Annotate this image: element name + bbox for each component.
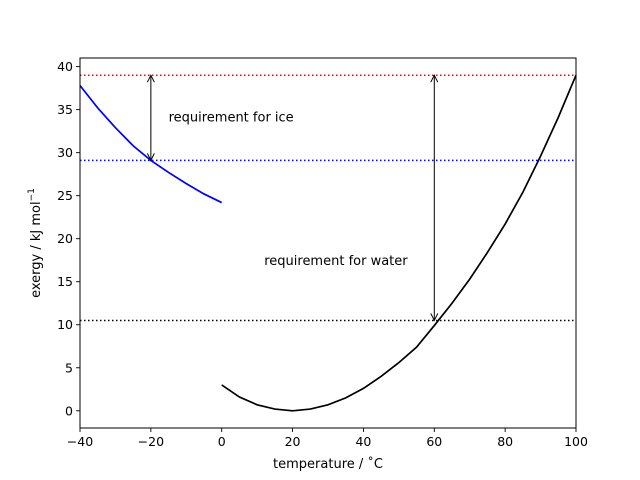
x-tick-label: 60 [426, 434, 442, 449]
x-tick-label: 80 [497, 434, 513, 449]
x-axis-label: temperature / ˚C [273, 456, 383, 472]
series-line-1 [221, 74, 577, 412]
plot-content: requirement for ice requirement for water [79, 74, 577, 412]
x-tick-label: −20 [138, 434, 164, 449]
y-tick-label: 30 [57, 145, 73, 160]
x-tick-label: 100 [564, 434, 588, 449]
plot-frame [79, 57, 577, 429]
y-axis-label-main: exergy / kJ mol [29, 201, 44, 298]
y-tick-label: 15 [57, 274, 73, 289]
x-tick-label: 40 [355, 434, 371, 449]
y-tick-label: 40 [57, 59, 73, 74]
y-tick-label: 5 [65, 360, 73, 375]
y-tick-label: 20 [57, 231, 73, 246]
annotation-1: requirement for water [264, 254, 408, 269]
requirement-arrow-1 [430, 74, 439, 322]
x-tick-label: 20 [285, 434, 301, 449]
y-tick-label: 25 [57, 188, 73, 203]
y-axis-label: exergy / kJ mol−1 [27, 188, 44, 298]
y-tick-label: 35 [57, 102, 73, 117]
requirement-arrow-0 [146, 74, 155, 162]
y-axis-label-superscript: −1 [27, 188, 37, 201]
annotation-0: requirement for ice [169, 111, 294, 126]
x-tick-label: −40 [67, 434, 93, 449]
y-tick-label: 0 [65, 403, 73, 418]
axes: −40 −20 0 20 40 60 80 100 0 5 10 15 20 25 30 35 40 [57, 59, 588, 449]
y-tick-label: 10 [57, 317, 73, 332]
x-tick-label: 0 [218, 434, 226, 449]
